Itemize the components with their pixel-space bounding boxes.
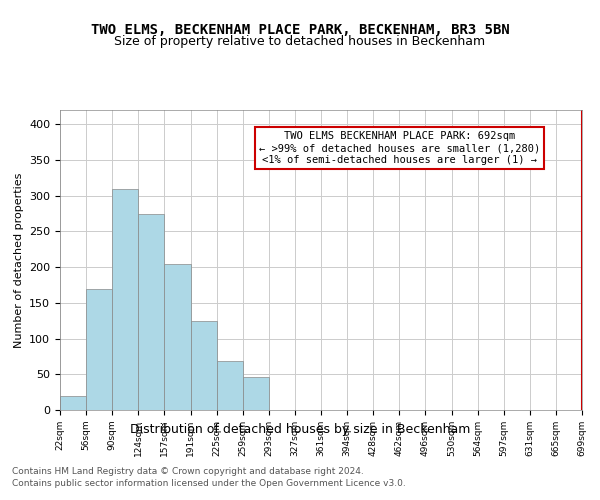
- Text: TWO ELMS, BECKENHAM PLACE PARK, BECKENHAM, BR3 5BN: TWO ELMS, BECKENHAM PLACE PARK, BECKENHA…: [91, 22, 509, 36]
- Bar: [217, 362, 243, 410]
- Bar: [60, 396, 86, 410]
- Bar: [164, 264, 191, 410]
- Text: Contains HM Land Registry data © Crown copyright and database right 2024.: Contains HM Land Registry data © Crown c…: [12, 468, 364, 476]
- Bar: [86, 288, 112, 410]
- Text: TWO ELMS BECKENHAM PLACE PARK: 692sqm
← >99% of detached houses are smaller (1,2: TWO ELMS BECKENHAM PLACE PARK: 692sqm ← …: [259, 132, 540, 164]
- Bar: [139, 214, 164, 410]
- Text: Size of property relative to detached houses in Beckenham: Size of property relative to detached ho…: [115, 35, 485, 48]
- Bar: [242, 377, 269, 410]
- Text: Distribution of detached houses by size in Beckenham: Distribution of detached houses by size …: [130, 422, 470, 436]
- Text: Contains public sector information licensed under the Open Government Licence v3: Contains public sector information licen…: [12, 479, 406, 488]
- Bar: [191, 320, 217, 410]
- Y-axis label: Number of detached properties: Number of detached properties: [14, 172, 23, 348]
- Bar: [112, 188, 139, 410]
